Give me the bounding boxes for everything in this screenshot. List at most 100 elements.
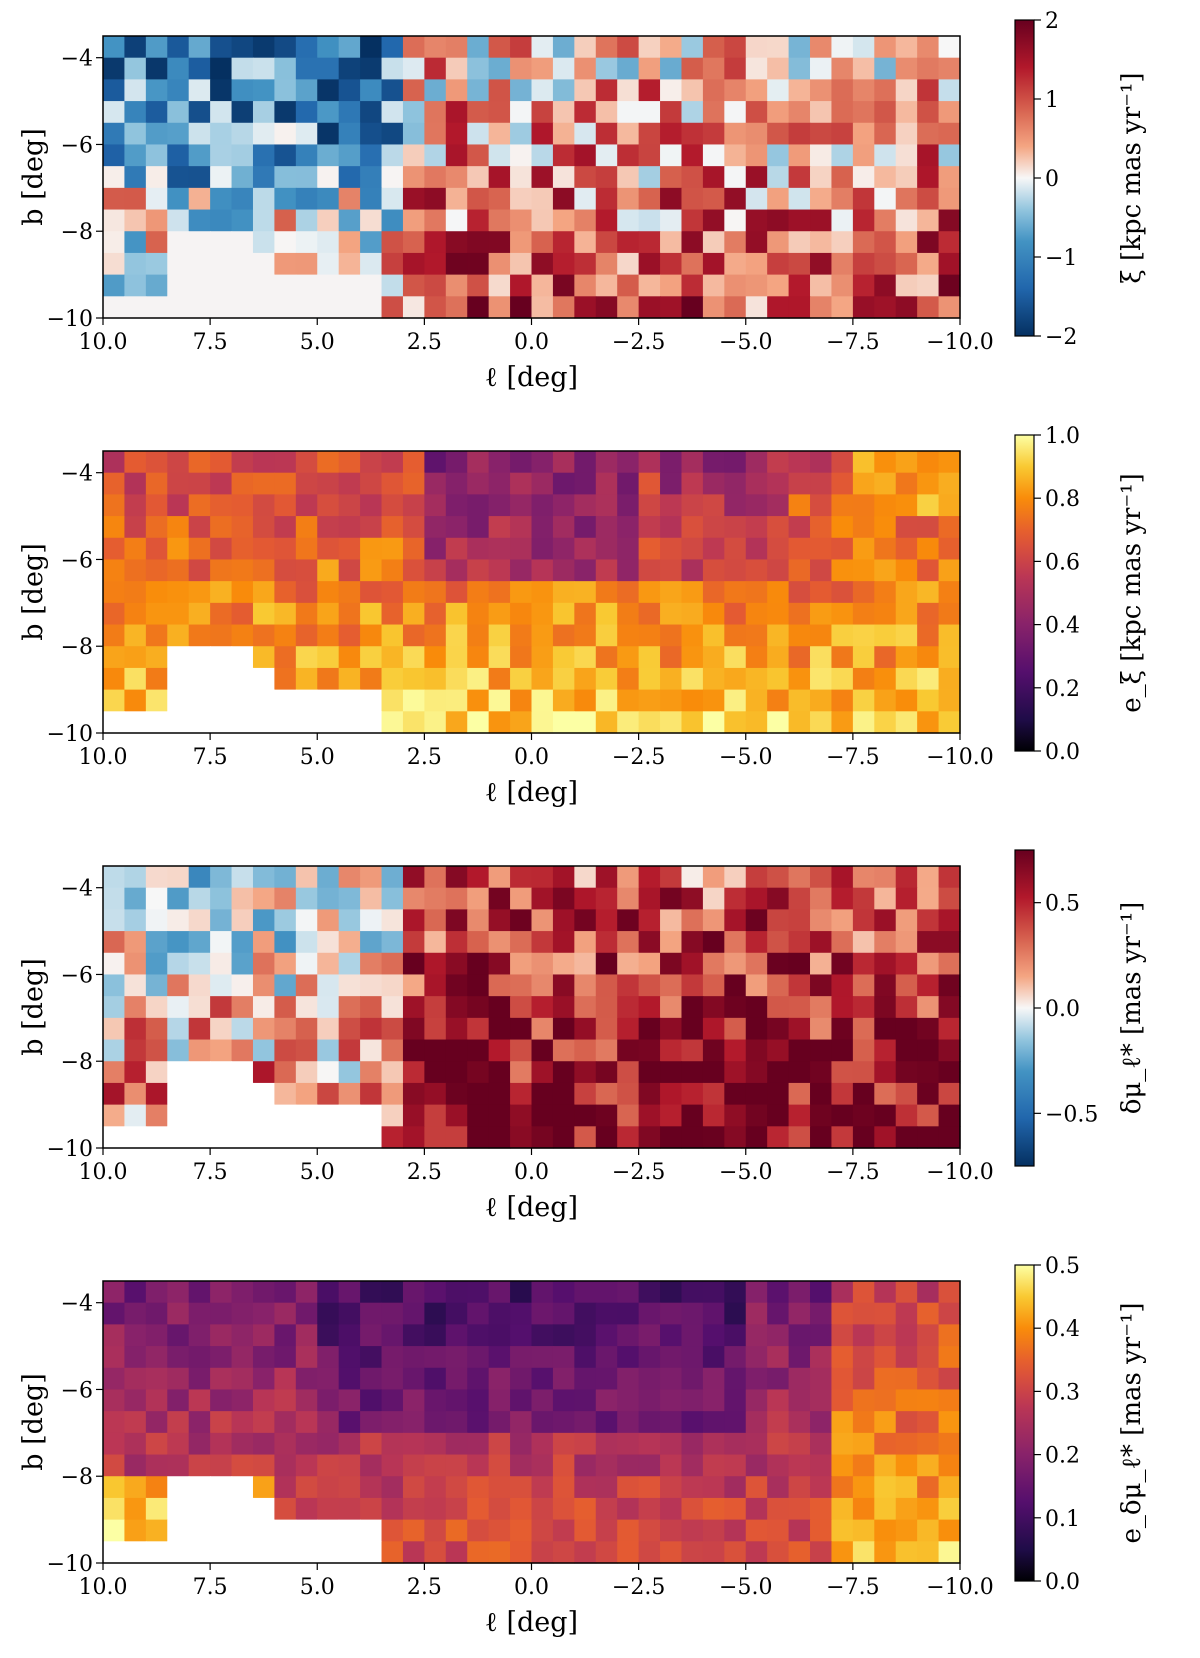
heatmap-cell: [895, 494, 918, 517]
heatmap-cell: [917, 1411, 940, 1434]
colorbar: [1015, 20, 1034, 336]
heatmap-cell: [831, 646, 854, 669]
heatmap-cell: [338, 252, 361, 276]
heatmap-cell: [595, 1324, 618, 1347]
heatmap-cell: [360, 1476, 383, 1499]
heatmap-cell: [167, 1039, 190, 1062]
heatmap-cell: [338, 57, 361, 80]
heatmap-cell: [617, 57, 640, 80]
heatmap-cell: [660, 252, 683, 276]
heatmap-cell: [595, 451, 618, 474]
heatmap-cell: [467, 472, 490, 495]
heatmap-cell: [574, 602, 597, 626]
heatmap-cell: [360, 1367, 383, 1391]
heatmap-cell: [402, 166, 425, 189]
heatmap-cell: [852, 144, 875, 167]
heatmap-cell: [381, 1411, 404, 1434]
heatmap-cell: [445, 667, 468, 691]
heatmap-cell: [124, 689, 147, 712]
heatmap-cell: [681, 494, 704, 517]
heatmap-cell: [424, 1126, 447, 1149]
heatmap-cells: [103, 1281, 961, 1564]
heatmap-cell: [510, 1126, 533, 1149]
heatmap-cell: [702, 646, 725, 669]
heatmap-cell: [852, 1324, 875, 1347]
heatmap-cell: [917, 101, 940, 124]
heatmap-cell: [295, 1281, 318, 1304]
x-tick-label: −2.5: [612, 330, 665, 355]
heatmap-cell: [767, 1039, 790, 1062]
heatmap-cell: [252, 1017, 275, 1041]
heatmap-cell: [103, 1082, 126, 1106]
heatmap-cell: [617, 122, 640, 146]
heatmap-cell: [767, 231, 790, 254]
heatmap-cell: [552, 451, 575, 474]
heatmap-cell: [638, 36, 661, 59]
heatmap-cell: [445, 296, 468, 319]
heatmap-cell: [188, 581, 211, 604]
heatmap-cell: [467, 79, 490, 102]
heatmap-cell: [702, 1411, 725, 1434]
heatmap-cell: [317, 101, 340, 124]
heatmap-cell: [317, 451, 340, 474]
heatmap-cell: [210, 274, 233, 297]
heatmap-cell: [360, 602, 383, 626]
heatmap-cell: [210, 996, 233, 1019]
heatmap-cell: [274, 451, 297, 474]
heatmap-cell: [681, 559, 704, 582]
heatmap-cell: [552, 996, 575, 1019]
heatmap-cell: [702, 559, 725, 582]
heatmap-cell: [445, 711, 468, 734]
heatmap-cell: [574, 624, 597, 647]
heatmap-cell: [831, 1389, 854, 1412]
heatmap-cell: [295, 602, 318, 626]
heatmap-cell: [681, 231, 704, 254]
heatmap-cell: [274, 909, 297, 932]
heatmap-cell: [660, 1281, 683, 1304]
heatmap-cell: [231, 187, 254, 211]
colorbar-tick-label: 0.1: [1045, 1507, 1080, 1532]
heatmap-cell: [810, 166, 833, 189]
heatmap-cell: [702, 1061, 725, 1084]
heatmap-cell: [767, 166, 790, 189]
heatmap-cell: [210, 1476, 233, 1499]
heatmap-cell: [874, 689, 897, 712]
heatmap-cell: [745, 79, 768, 102]
heatmap-cell: [488, 1346, 511, 1369]
heatmap-cell: [381, 1346, 404, 1369]
heatmap-cell: [895, 1497, 918, 1521]
heatmap-cell: [724, 166, 747, 189]
heatmap-cell: [445, 209, 468, 232]
heatmap-cell: [638, 887, 661, 910]
heatmap-cell: [188, 1454, 211, 1477]
heatmap-cell: [874, 252, 897, 276]
heatmap-cell: [488, 451, 511, 474]
heatmap-cell: [338, 1411, 361, 1434]
heatmap-cell: [360, 209, 383, 232]
heatmap-cell: [145, 1302, 168, 1325]
heatmap-cell: [767, 996, 790, 1019]
heatmap-cell: [938, 559, 961, 582]
heatmap-cell: [317, 1104, 340, 1127]
heatmap-cell: [660, 1454, 683, 1477]
heatmap-cell: [488, 252, 511, 276]
heatmap-cell: [831, 1411, 854, 1434]
heatmap-cell: [338, 1104, 361, 1127]
heatmap-cell: [467, 667, 490, 691]
heatmap-cell: [831, 1017, 854, 1041]
heatmap-cell: [831, 1367, 854, 1391]
heatmap-cell: [745, 166, 768, 189]
heatmap-cell: [381, 36, 404, 59]
heatmap-cell: [338, 974, 361, 997]
heatmap-cell: [274, 231, 297, 254]
heatmap-cell: [531, 952, 554, 976]
heatmap-cell: [810, 537, 833, 561]
heatmap-cell: [617, 602, 640, 626]
heatmap-cell: [274, 209, 297, 232]
heatmap-cell: [103, 166, 126, 189]
heatmap-cell: [681, 974, 704, 997]
heatmap-cell: [895, 1389, 918, 1412]
y-axis-label: b [deg]: [18, 128, 49, 225]
heatmap-cell: [124, 1039, 147, 1062]
heatmap-cell: [231, 974, 254, 997]
